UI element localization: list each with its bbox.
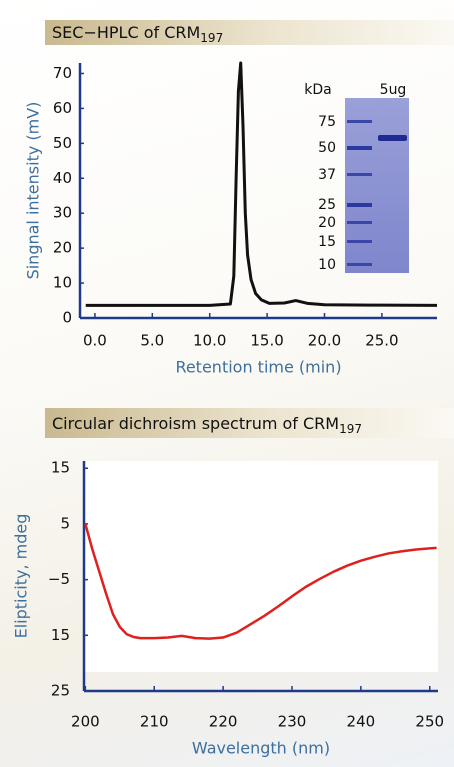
gel-marker-label: 75 (318, 114, 336, 130)
gel-image (345, 98, 409, 273)
x-tick-label: 5.0 (140, 332, 164, 350)
y-tick-label: 30 (53, 204, 72, 222)
x-axis-label: Wavelength (nm) (192, 739, 330, 758)
gel-header: kDa (304, 82, 331, 98)
page: SEC−HPLC of CRM1970102030405060700.05.01… (0, 0, 454, 767)
title-subscript: 197 (339, 422, 362, 436)
x-tick-label: 0.0 (83, 332, 107, 350)
y-tick-label: 70 (53, 64, 72, 82)
x-tick-label: 15.0 (250, 332, 283, 350)
y-tick-label: 15 (51, 626, 70, 644)
x-tick-label: 10.0 (193, 332, 226, 350)
y-tick-label: 15 (51, 459, 70, 477)
title-text: SEC−HPLC of CRM (52, 23, 200, 42)
y-tick-label: 20 (53, 239, 72, 257)
gel-marker-label: 37 (318, 167, 336, 183)
y-tick-label: −5 (48, 570, 70, 588)
y-axis-label: Elipticity, mdeg (12, 514, 31, 639)
gel-marker-label: 15 (318, 234, 336, 250)
x-tick-label: 200 (71, 713, 100, 731)
gel-marker-label: 20 (318, 215, 336, 231)
plot-panel (84, 461, 438, 672)
y-tick-label: 5 (60, 514, 70, 532)
x-tick-label: 230 (278, 713, 307, 731)
x-axis-label: Retention time (min) (175, 358, 341, 377)
gel-marker-label: 50 (318, 140, 336, 156)
x-tick-label: 220 (209, 713, 238, 731)
y-tick-label: 50 (53, 134, 72, 152)
chart-title: Circular dichroism spectrum of CRM197 (52, 414, 362, 436)
y-tick-label: 40 (53, 169, 72, 187)
y-tick-label: 25 (51, 682, 70, 700)
x-tick-label: 250 (415, 713, 444, 731)
title-subscript: 197 (200, 31, 223, 45)
x-tick-label: 20.0 (308, 332, 341, 350)
chart-title: SEC−HPLC of CRM197 (52, 23, 223, 45)
y-tick-label: 60 (53, 99, 72, 117)
y-tick-label: 10 (53, 274, 72, 292)
title-text: Circular dichroism spectrum of CRM (52, 414, 339, 433)
figure: SEC−HPLC of CRM1970102030405060700.05.01… (0, 0, 454, 767)
gel-marker-label: 10 (318, 257, 336, 273)
gel-header: 5ug (380, 82, 407, 98)
x-tick-label: 25.0 (365, 332, 398, 350)
y-axis-label: Singnal intensity (mV) (24, 102, 43, 280)
gel-marker-label: 25 (318, 197, 336, 213)
x-tick-label: 210 (140, 713, 169, 731)
x-tick-label: 240 (347, 713, 376, 731)
y-tick-label: 0 (62, 309, 72, 327)
